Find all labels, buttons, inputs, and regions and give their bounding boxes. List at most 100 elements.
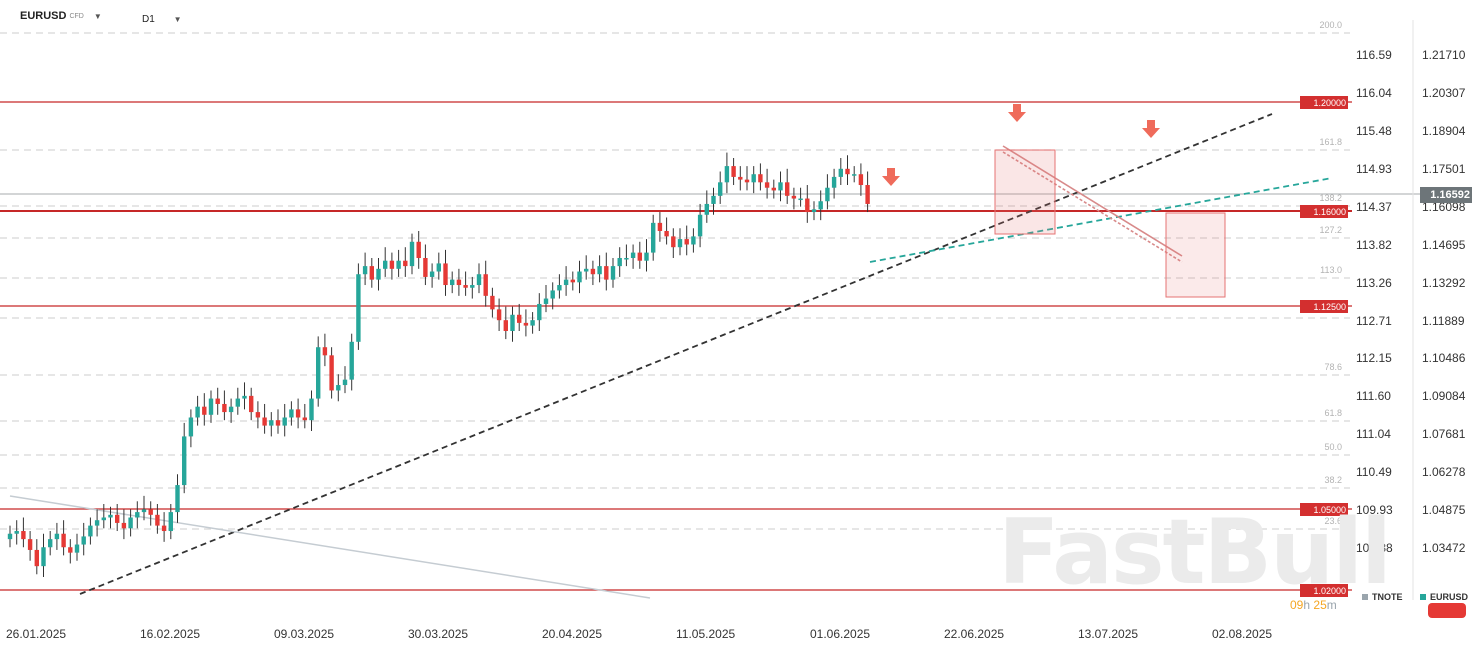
y-left-tick-label: 112.71 bbox=[1356, 314, 1392, 328]
candle-body bbox=[108, 514, 113, 518]
trendlines bbox=[9, 113, 1333, 599]
timeframe-label: D1 bbox=[142, 14, 155, 25]
candle-body bbox=[295, 409, 301, 418]
x-tick-label: 01.06.2025 bbox=[810, 627, 870, 641]
candle-body bbox=[329, 355, 334, 391]
candle-body bbox=[14, 531, 19, 534]
candle-body bbox=[188, 417, 194, 437]
candle-body bbox=[235, 398, 240, 407]
fib-label: 23.6 bbox=[1324, 516, 1342, 526]
watermark-logo: FastBull bbox=[998, 500, 1392, 605]
timeframe-selector[interactable]: D1 ▼ bbox=[142, 14, 182, 25]
fib-label: 113.0 bbox=[1320, 265, 1342, 275]
candle-body bbox=[811, 209, 817, 213]
candle-body bbox=[262, 417, 267, 426]
candle-body bbox=[523, 322, 529, 326]
candle-body bbox=[282, 417, 287, 426]
price-level-value: 1.12500 bbox=[1313, 302, 1346, 312]
candle-body bbox=[590, 268, 596, 275]
candle-body bbox=[744, 179, 750, 183]
candle-body bbox=[275, 420, 281, 426]
y-right-tick-label: 1.10486 bbox=[1422, 351, 1466, 365]
symbol-name: EURUSD bbox=[20, 10, 67, 22]
candle-body bbox=[677, 239, 683, 248]
candle-body bbox=[403, 260, 408, 267]
fib-label: 127.2 bbox=[1319, 225, 1342, 235]
candle-body bbox=[517, 314, 522, 323]
candle-body bbox=[416, 241, 421, 259]
fib-label: 138.2 bbox=[1319, 193, 1342, 203]
action-button[interactable] bbox=[1428, 603, 1466, 618]
candle-body bbox=[845, 168, 850, 175]
candlesticks bbox=[7, 152, 870, 577]
candle-body bbox=[383, 260, 388, 269]
channel-lower-line bbox=[1002, 151, 1183, 263]
candle-body bbox=[155, 514, 160, 526]
chevron-down-icon[interactable]: ▼ bbox=[93, 11, 102, 21]
y-left-tick-label: 109.93 bbox=[1356, 503, 1393, 517]
y-left-tick-label: 114.37 bbox=[1356, 200, 1392, 214]
candle-body bbox=[54, 533, 60, 540]
x-tick-label: 09.03.2025 bbox=[274, 627, 334, 641]
candle-body bbox=[342, 379, 348, 386]
y-left-tick-label: 113.26 bbox=[1356, 276, 1392, 290]
y-left-tick-label: 114.93 bbox=[1356, 162, 1392, 176]
candle-body bbox=[161, 525, 167, 532]
candle-body bbox=[356, 274, 361, 342]
y-left-tick-label: 115.48 bbox=[1356, 124, 1392, 138]
candle-body bbox=[704, 203, 709, 215]
candle-body bbox=[115, 514, 120, 523]
candle-body bbox=[88, 525, 93, 537]
candle-body bbox=[831, 176, 837, 188]
candle-body bbox=[148, 509, 153, 515]
candle-body bbox=[838, 168, 843, 177]
channel-upper-line bbox=[1002, 145, 1183, 257]
x-tick-label: 16.02.2025 bbox=[140, 627, 200, 641]
candle-body bbox=[436, 263, 441, 272]
x-tick-label: 13.07.2025 bbox=[1078, 627, 1138, 641]
candle-body bbox=[369, 266, 374, 280]
candle-body bbox=[791, 195, 797, 199]
x-tick-label: 26.01.2025 bbox=[6, 627, 66, 641]
x-tick-label: 30.03.2025 bbox=[408, 627, 468, 641]
candle-body bbox=[496, 309, 502, 321]
candle-body bbox=[724, 166, 730, 183]
legend-item-eurusd[interactable]: EURUSD bbox=[1420, 592, 1468, 602]
candle-body bbox=[255, 412, 261, 418]
x-tick-label: 20.04.2025 bbox=[542, 627, 602, 641]
candle-body bbox=[805, 198, 810, 213]
candle-body bbox=[249, 395, 254, 413]
candle-body bbox=[644, 252, 649, 261]
candle-body bbox=[429, 271, 435, 277]
candle-body bbox=[168, 512, 173, 532]
candle-body bbox=[557, 285, 562, 291]
chevron-down-icon[interactable]: ▼ bbox=[173, 15, 182, 24]
y-right-tick-label: 1.20307 bbox=[1422, 86, 1466, 100]
y-left-tick-label: 116.59 bbox=[1356, 48, 1392, 62]
candle-body bbox=[302, 417, 307, 421]
candle-body bbox=[48, 539, 53, 548]
candle-body bbox=[7, 533, 13, 540]
candle-body bbox=[389, 260, 395, 269]
candle-body bbox=[322, 347, 328, 356]
symbol-selector[interactable]: EURUSD CFD ▼ bbox=[20, 10, 102, 22]
candle-body bbox=[697, 214, 703, 237]
candle-body bbox=[503, 320, 508, 331]
candle-body bbox=[135, 512, 140, 518]
candle-body bbox=[510, 314, 515, 331]
y-left-tick-label: 116.04 bbox=[1356, 86, 1392, 100]
y-right-tick-label: 1.06278 bbox=[1422, 465, 1466, 479]
price-level-value: 1.02000 bbox=[1313, 586, 1346, 596]
candle-body bbox=[483, 274, 488, 296]
candle-body bbox=[818, 201, 823, 210]
candle-body bbox=[195, 406, 200, 418]
highlight-zones bbox=[994, 149, 1226, 298]
price-level-tag bbox=[1300, 96, 1348, 109]
legend-item-tnote[interactable]: TNOTE bbox=[1362, 592, 1403, 602]
legend-label: EURUSD bbox=[1430, 592, 1469, 602]
candle-body bbox=[637, 252, 642, 261]
candle-body bbox=[450, 279, 455, 286]
candle-body bbox=[456, 279, 462, 286]
candle-body bbox=[852, 174, 857, 176]
